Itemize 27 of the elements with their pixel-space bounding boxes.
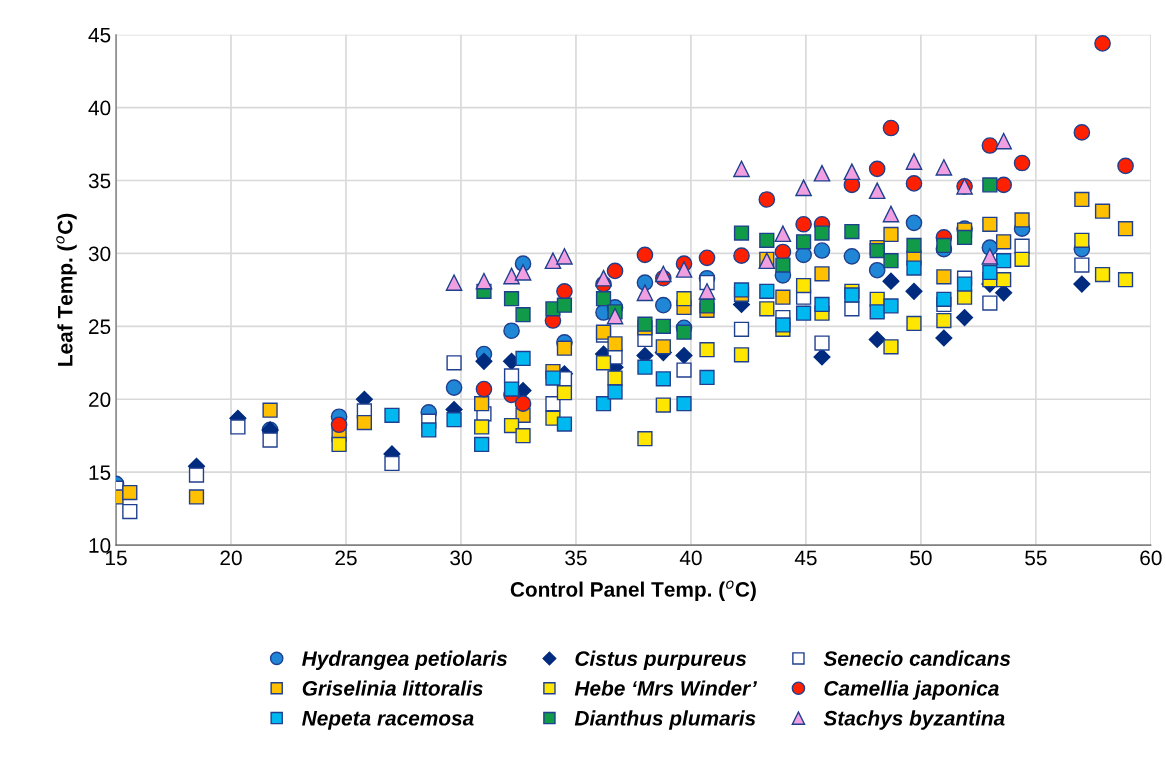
legend-label: Camellia japonica [824,680,999,700]
legend-label: Senecio candicans [823,650,1011,666]
x-tick-label: 40 [679,550,702,566]
x-tick-label: 60 [1140,550,1162,566]
y-tick-label: 30 [88,246,111,262]
x-tick-label: 55 [1025,550,1047,566]
y-tick-label: 15 [89,465,111,480]
legend-label: Hydrangea petiolaris [302,650,508,671]
y-tick-label: 40 [88,100,111,116]
x-axis-title: Control Panel Temp. ($^{o}$C) [510,580,756,601]
legend-label: Stachys byzantina [823,710,1005,730]
x-tick-label: 25 [335,550,357,566]
legend-label: Nepeta racemosa [302,711,474,730]
x-tick-label: 50 [910,550,932,566]
x-tick-label: 20 [220,550,242,566]
x-tick-label: 45 [794,550,817,566]
x-tick-label: 35 [565,550,587,566]
legend-label: Griselinia littoralis [302,680,483,696]
legend-label: Cistus purpureus [575,650,747,671]
legend-label: Hebe ‘Mrs Winder’ [574,680,758,696]
y-axis-title: Leaf Temp. ($^{o}$C) [56,213,77,366]
y-tick-label: 35 [88,173,111,189]
y-tick-label: 20 [89,392,111,408]
legend-label: Dianthus plumaris [574,710,756,730]
y-tick-label: 45 [88,27,111,43]
y-tick-label: 25 [89,319,111,335]
x-tick-label: 30 [450,550,472,566]
